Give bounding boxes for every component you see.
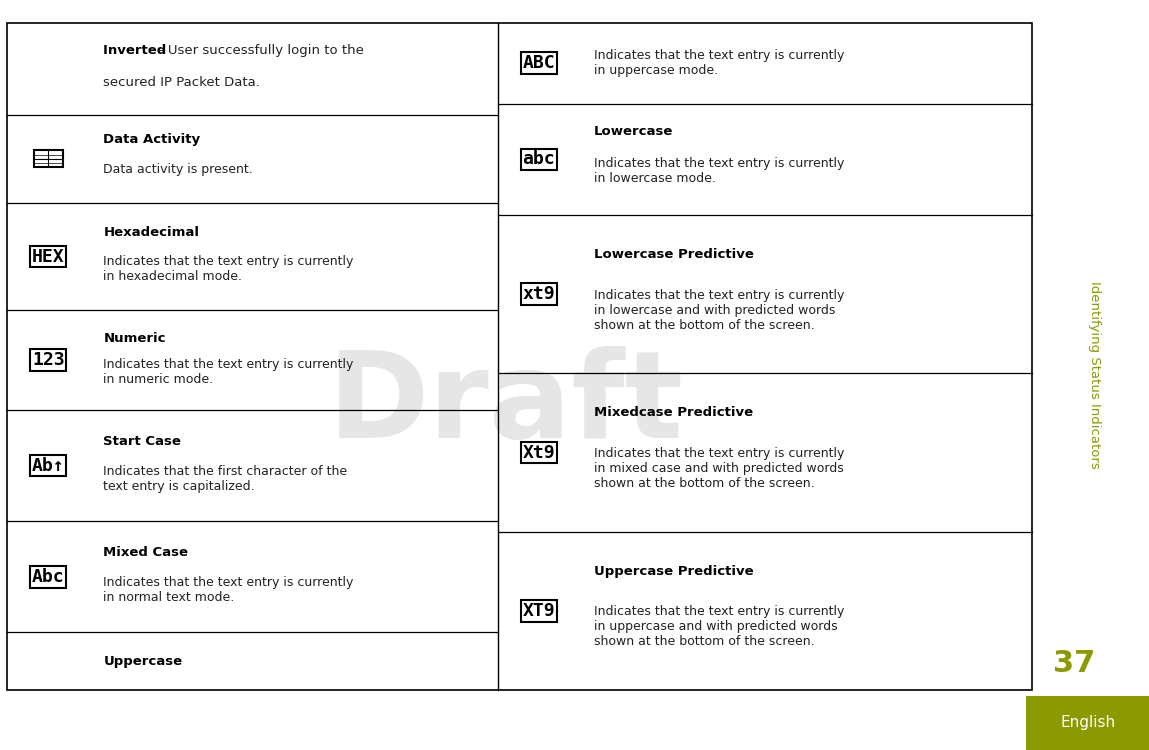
Text: – User successfully login to the: – User successfully login to the (156, 44, 363, 56)
Text: Indicates that the text entry is currently
in uppercase mode.: Indicates that the text entry is current… (594, 50, 845, 77)
Text: 37: 37 (1054, 650, 1095, 678)
Bar (7, 22, 1032, 690)
Text: abc: abc (523, 151, 555, 169)
Text: Indicates that the text entry is currently
in hexadecimal mode.: Indicates that the text entry is current… (103, 256, 354, 284)
Text: Indicates that the text entry is currently
in normal text mode.: Indicates that the text entry is current… (103, 576, 354, 604)
Text: Mixed Case: Mixed Case (103, 546, 188, 559)
Text: Uppercase: Uppercase (103, 655, 183, 668)
Text: XT9: XT9 (523, 602, 555, 619)
Text: secured IP Packet Data.: secured IP Packet Data. (103, 76, 261, 88)
Text: English: English (1061, 716, 1116, 730)
Text: Lowercase Predictive: Lowercase Predictive (594, 248, 754, 261)
Text: Indicates that the text entry is currently
in uppercase and with predicted words: Indicates that the text entry is current… (594, 605, 845, 648)
Text: Identifying Status Indicators: Identifying Status Indicators (1088, 281, 1102, 469)
Bar (1033, 0, 1149, 750)
Text: Xt9: Xt9 (523, 443, 555, 461)
Text: Indicates that the first character of the
text entry is capitalized.: Indicates that the first character of th… (103, 465, 347, 493)
Text: xt9: xt9 (523, 285, 555, 303)
Text: Indicates that the text entry is currently
in lowercase and with predicted words: Indicates that the text entry is current… (594, 289, 845, 332)
Text: Lowercase: Lowercase (594, 125, 673, 138)
Bar (1026, 696, 1149, 750)
Text: 123: 123 (32, 351, 64, 369)
Text: Start Case: Start Case (103, 434, 182, 448)
Text: Abc: Abc (32, 568, 64, 586)
Text: Mixedcase Predictive: Mixedcase Predictive (594, 406, 753, 419)
Text: Draft: Draft (327, 346, 684, 464)
Text: Numeric: Numeric (103, 332, 165, 345)
Text: Indicates that the text entry is currently
in numeric mode.: Indicates that the text entry is current… (103, 358, 354, 386)
Text: Indicates that the text entry is currently
in mixed case and with predicted word: Indicates that the text entry is current… (594, 447, 845, 490)
Text: Data activity is present.: Data activity is present. (103, 163, 253, 176)
Text: HEX: HEX (32, 248, 64, 266)
Text: Ab↑: Ab↑ (32, 457, 64, 475)
Text: Indicates that the text entry is currently
in lowercase mode.: Indicates that the text entry is current… (594, 157, 845, 184)
Text: Inverted: Inverted (103, 44, 171, 56)
Bar (33, 151, 62, 167)
Text: Hexadecimal: Hexadecimal (103, 226, 200, 239)
Text: ABC: ABC (523, 54, 555, 72)
Text: Uppercase Predictive: Uppercase Predictive (594, 565, 754, 578)
Text: Data Activity: Data Activity (103, 133, 201, 146)
